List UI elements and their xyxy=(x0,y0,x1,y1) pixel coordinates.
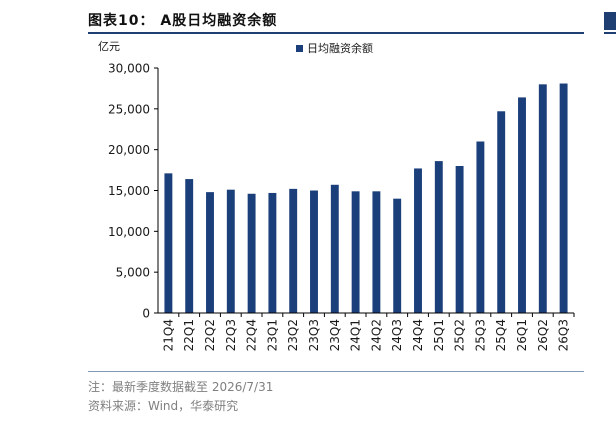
x-tick-label-26Q1: 26Q1 xyxy=(515,319,529,351)
x-tick-label-25Q3: 25Q3 xyxy=(473,319,487,351)
x-tick-label-26Q3: 26Q3 xyxy=(557,319,571,351)
y-tick-label: 30,000 xyxy=(108,62,150,76)
bar-23Q1 xyxy=(268,192,277,313)
bar-25Q2 xyxy=(455,166,464,313)
x-tick-label-21Q4: 21Q4 xyxy=(161,319,175,351)
bar-22Q1 xyxy=(185,179,194,313)
legend-swatch xyxy=(296,45,303,52)
bar-25Q4 xyxy=(497,111,506,314)
source-note: 资料来源：Wind，华泰研究 xyxy=(88,399,239,413)
bar-26Q1 xyxy=(518,97,526,314)
legend-label: 日均融资余额 xyxy=(307,41,373,55)
bar-23Q4 xyxy=(330,184,339,313)
y-tick-label: 20,000 xyxy=(108,143,150,157)
bar-22Q4 xyxy=(247,193,256,313)
x-tick-label-22Q2: 22Q2 xyxy=(203,319,217,351)
x-tick-label-24Q3: 24Q3 xyxy=(390,319,404,351)
bar-26Q2 xyxy=(538,84,547,313)
x-tick-label-22Q1: 22Q1 xyxy=(182,319,196,351)
bar-23Q3 xyxy=(310,190,318,313)
y-tick-label: 25,000 xyxy=(108,102,150,116)
bar-24Q3 xyxy=(393,198,402,313)
bar-24Q1 xyxy=(351,191,360,313)
x-tick-label-25Q4: 25Q4 xyxy=(494,319,508,351)
x-tick-label-22Q3: 22Q3 xyxy=(224,319,238,351)
x-tick-label-23Q3: 23Q3 xyxy=(307,319,321,351)
adjacent-panel-rule xyxy=(604,32,616,34)
bar-25Q3 xyxy=(476,141,485,313)
title-rule xyxy=(88,32,584,34)
y-tick-label: 15,000 xyxy=(108,184,150,198)
bar-24Q2 xyxy=(372,191,381,313)
x-tick-label-24Q1: 24Q1 xyxy=(349,319,363,351)
x-tick-label-25Q2: 25Q2 xyxy=(453,319,467,351)
y-tick-label: 5,000 xyxy=(116,266,150,280)
x-tick-label-23Q4: 23Q4 xyxy=(328,319,342,351)
bar-22Q2 xyxy=(206,192,214,313)
x-tick-label-24Q4: 24Q4 xyxy=(411,319,425,351)
bar-25Q1 xyxy=(434,161,443,313)
y-axis-ticks: 0 5,000 10,000 15,000 20,000 25,000 30,000 xyxy=(108,62,158,321)
adjacent-panel-edge xyxy=(604,12,616,30)
y-axis-label: 亿元 xyxy=(98,40,120,53)
legend: 日均融资余额 xyxy=(296,41,373,55)
x-tick-label-23Q2: 23Q2 xyxy=(286,319,300,351)
bar-26Q3 xyxy=(559,83,568,314)
data-note: 注：最新季度数据截至 2026/7/31 xyxy=(88,380,274,394)
bar-23Q2 xyxy=(289,188,298,313)
x-tick-label-26Q2: 26Q2 xyxy=(536,319,550,351)
x-tick-label-22Q4: 22Q4 xyxy=(245,319,259,351)
bars xyxy=(164,83,568,314)
x-axis-ticks: 21Q4 22Q1 22Q2 22Q3 22Q4 23Q1 23Q2 23Q3 23Q4 24Q1… xyxy=(161,313,575,351)
x-tick-label-25Q1: 25Q1 xyxy=(432,319,446,351)
bar-24Q4 xyxy=(414,168,422,313)
y-tick-label: 10,000 xyxy=(108,225,150,239)
x-tick-label-23Q1: 23Q1 xyxy=(265,319,279,351)
bar-21Q4 xyxy=(164,173,173,313)
x-tick-label-24Q2: 24Q2 xyxy=(369,319,383,351)
footer-rule xyxy=(88,371,584,372)
y-tick-label: 0 xyxy=(142,307,150,321)
bar-22Q3 xyxy=(226,189,235,313)
figure-title: 图表10： A股日均融资余额 xyxy=(88,13,278,29)
